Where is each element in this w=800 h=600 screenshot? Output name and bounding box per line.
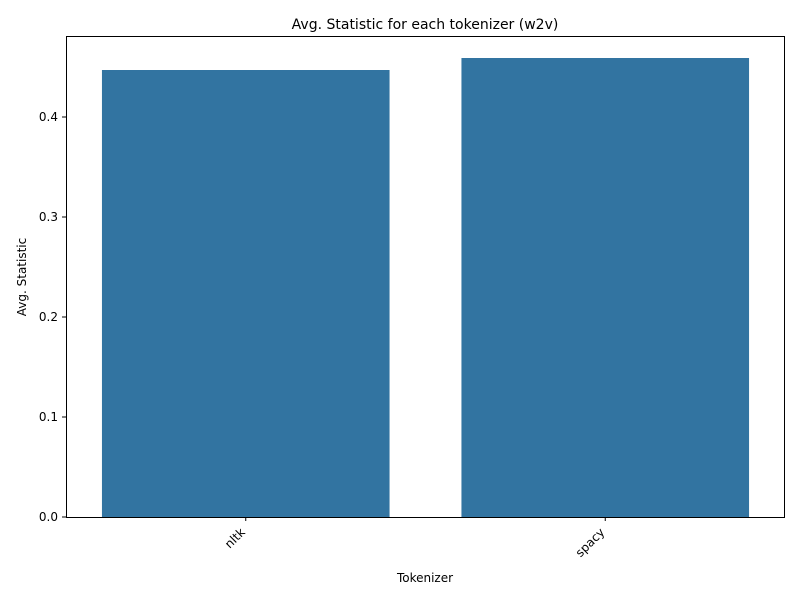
y-tick-label: 0.4 xyxy=(39,110,58,124)
x-axis-label: Tokenizer xyxy=(396,571,453,585)
y-axis-label: Avg. Statistic xyxy=(15,238,29,316)
axes-layer xyxy=(66,36,785,518)
x-ticks-layer: nltk spacy xyxy=(222,517,607,560)
bars-layer xyxy=(101,58,750,517)
bar-nltk xyxy=(101,70,390,517)
y-tick-label: 0.2 xyxy=(39,310,58,324)
x-tick-label: spacy xyxy=(573,525,608,560)
y-tick-label: 0.1 xyxy=(39,410,58,424)
bar-spacy xyxy=(461,58,750,517)
y-tick-label: 0.0 xyxy=(39,510,58,524)
y-tick-label: 0.3 xyxy=(39,210,58,224)
y-ticks-layer: 0.0 0.1 0.2 0.3 0.4 xyxy=(39,110,66,524)
x-tick-label: nltk xyxy=(222,525,248,551)
chart-title: Avg. Statistic for each tokenizer (w2v) xyxy=(292,17,559,33)
